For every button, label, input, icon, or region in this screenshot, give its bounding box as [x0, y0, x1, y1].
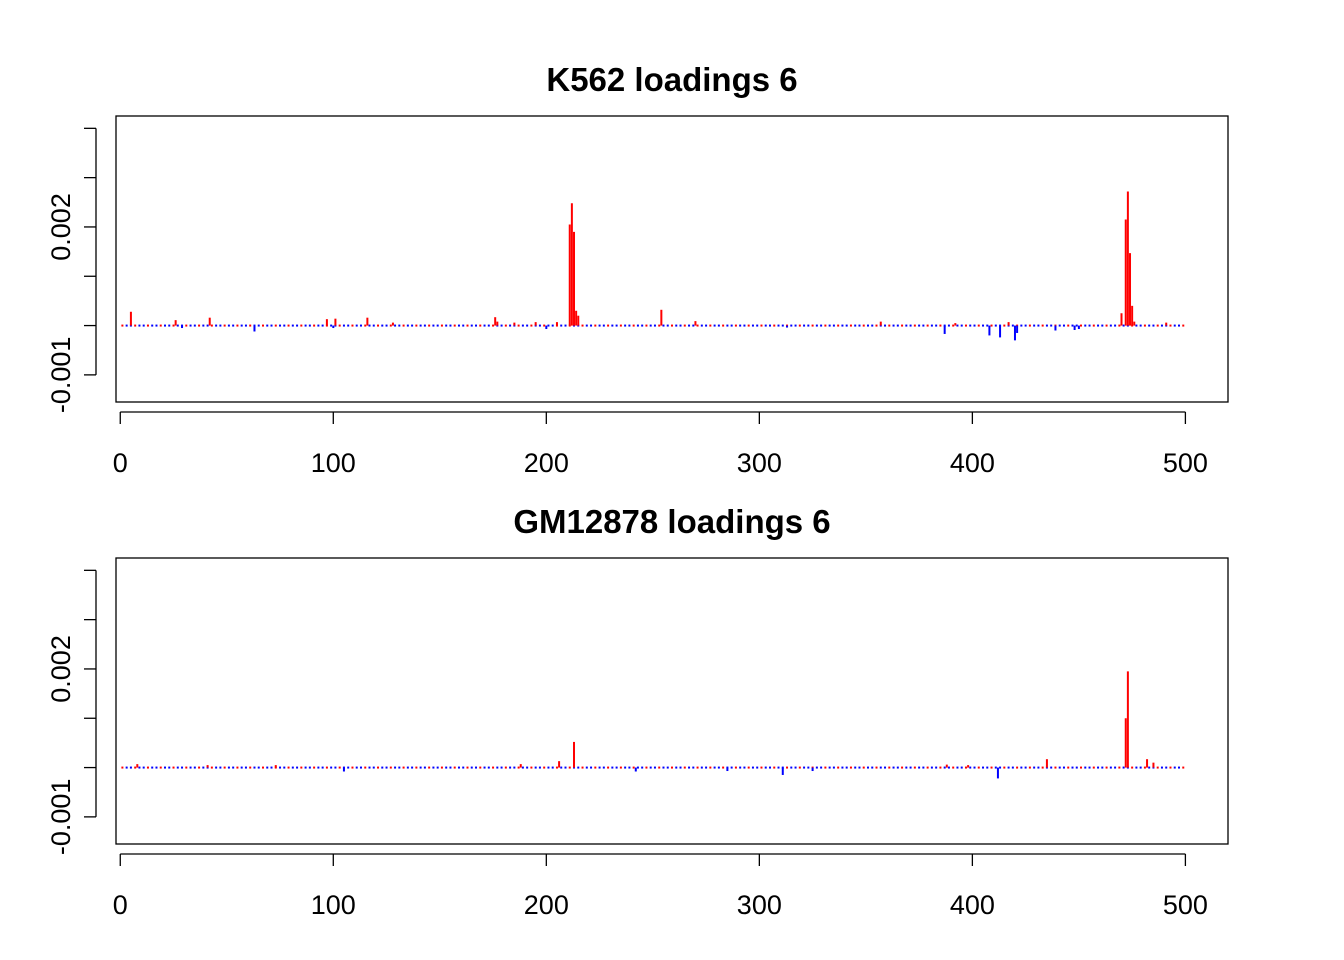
- gm12878-x-tick-label: 200: [524, 890, 569, 920]
- gm12878-x-tick-label: 0: [113, 890, 128, 920]
- k562-x-tick-label: 0: [113, 448, 128, 478]
- gm12878-x-tick-label: 100: [311, 890, 356, 920]
- k562-plot-frame: [115, 115, 1229, 403]
- gm12878-panel: GM12878 loadings 6 0 100 200 300 400 500 -0.00…: [46, 503, 1229, 920]
- gm12878-x-tick-label: 400: [950, 890, 995, 920]
- k562-x-tick-label: 100: [311, 448, 356, 478]
- gm12878-plot-frame: [115, 557, 1229, 845]
- gm12878-title: GM12878 loadings 6: [513, 503, 830, 540]
- k562-title: K562 loadings 6: [546, 61, 797, 98]
- k562-y-tick-label: -0.001: [46, 337, 76, 414]
- gm12878-y-tick-label: 0.002: [46, 635, 76, 703]
- k562-panel: K562 loadings 6 0 100 200 300 400 500 -0.001 0.…: [46, 61, 1229, 478]
- k562-x-tick-label: 500: [1163, 448, 1208, 478]
- k562-x-tick-label: 200: [524, 448, 569, 478]
- k562-x-tick-label: 300: [737, 448, 782, 478]
- gm12878-y-tick-label: -0.001: [46, 779, 76, 856]
- k562-x-tick-label: 400: [950, 448, 995, 478]
- gm12878-x-tick-label: 300: [737, 890, 782, 920]
- k562-y-tick-label: 0.002: [46, 193, 76, 261]
- gm12878-x-tick-label: 500: [1163, 890, 1208, 920]
